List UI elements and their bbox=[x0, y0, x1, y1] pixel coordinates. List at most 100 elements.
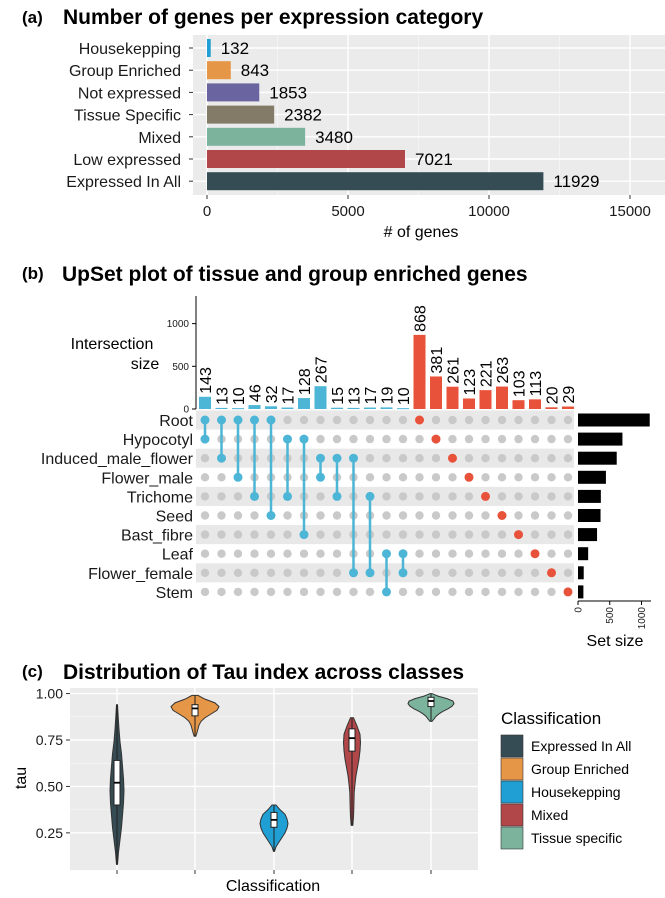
value-label-expressed-in-all: 11929 bbox=[553, 172, 599, 191]
matrix-dot-empty bbox=[233, 549, 243, 558]
matrix-dot-empty bbox=[217, 549, 226, 558]
set-size-bar-seed bbox=[578, 509, 601, 522]
set-size-tick-label: 0 bbox=[574, 607, 585, 613]
matrix-dot-empty bbox=[316, 530, 325, 539]
matrix-dot-empty bbox=[464, 530, 474, 539]
matrix-dot-empty bbox=[217, 511, 226, 520]
set-size-bar-flower-female bbox=[578, 566, 584, 580]
matrix-dot-empty bbox=[497, 568, 507, 577]
intersection-bar bbox=[281, 407, 294, 409]
set-size-bar-bast-fibre bbox=[578, 528, 598, 542]
matrix-dot-empty bbox=[283, 415, 292, 425]
matrix-dot-empty bbox=[316, 511, 325, 520]
intersection-size-label: 261 bbox=[446, 357, 463, 384]
matrix-dot-empty bbox=[332, 587, 342, 597]
matrix-dot-empty bbox=[563, 549, 573, 558]
matrix-dot-empty bbox=[448, 511, 457, 520]
panel-a-title: Number of genes per expression category bbox=[63, 6, 483, 29]
panel-c-ytick-label: 0.50 bbox=[36, 778, 63, 794]
legend-label-group-enriched: Group Enriched bbox=[531, 761, 629, 777]
matrix-dot-empty bbox=[448, 473, 457, 482]
matrix-dot-empty bbox=[398, 492, 408, 501]
matrix-dot-empty bbox=[448, 568, 457, 577]
matrix-dot-filled bbox=[497, 511, 507, 520]
bar-group-enriched bbox=[207, 61, 231, 80]
matrix-dot-empty bbox=[398, 415, 408, 425]
matrix-dot-empty bbox=[431, 415, 441, 425]
category-label-housekepping: Housekepping bbox=[79, 41, 181, 58]
matrix-dot-empty bbox=[332, 434, 342, 444]
intersection-bar bbox=[430, 376, 442, 409]
matrix-dot-filled bbox=[316, 472, 325, 482]
matrix-dot-empty bbox=[233, 511, 243, 520]
matrix-dot-filled bbox=[332, 491, 342, 501]
matrix-dot-filled bbox=[349, 453, 358, 463]
set-size-bar-leaf bbox=[578, 547, 589, 561]
legend-key-housekepping bbox=[500, 780, 524, 804]
matrix-dot-filled bbox=[547, 568, 556, 578]
matrix-dot-empty bbox=[200, 454, 210, 463]
matrix-dot-empty bbox=[233, 568, 243, 577]
matrix-dot-empty bbox=[464, 568, 474, 577]
matrix-dot-empty bbox=[547, 530, 556, 539]
legend-label-housekepping: Housekepping bbox=[531, 784, 621, 800]
matrix-dot-empty bbox=[266, 587, 276, 597]
intersection-size-label: 128 bbox=[297, 368, 314, 395]
matrix-dot-filled bbox=[283, 434, 292, 444]
bar-tissue-specific bbox=[207, 105, 275, 124]
intersection-size-label: 13 bbox=[215, 387, 232, 405]
matrix-dot-empty bbox=[415, 454, 424, 463]
panel-a-chart: 0 5000 10000 15000 Housekepping 132 Group Enri… bbox=[66, 35, 665, 220]
matrix-dot-empty bbox=[448, 549, 457, 558]
matrix-dot-filled bbox=[250, 415, 259, 425]
matrix-dot-empty bbox=[497, 454, 507, 463]
matrix-dot-empty bbox=[497, 415, 507, 425]
matrix-dot-empty bbox=[299, 587, 309, 597]
panel-c-chart: 0.25 0.50 0.75 1.00 Expressed In All Group En… bbox=[36, 686, 631, 874]
matrix-dot-empty bbox=[283, 530, 292, 539]
matrix-dot-empty bbox=[464, 492, 474, 501]
matrix-dot-empty bbox=[200, 492, 210, 501]
intersection-size-label: 103 bbox=[512, 370, 529, 397]
matrix-dot-empty bbox=[481, 568, 490, 577]
matrix-dot-empty bbox=[217, 473, 226, 482]
set-size-tick-label: 500 bbox=[605, 607, 616, 624]
matrix-dot-filled bbox=[365, 491, 375, 501]
panel-c-ytick-label: 1.00 bbox=[36, 686, 63, 702]
matrix-dot-empty bbox=[448, 587, 457, 597]
matrix-dot-empty bbox=[431, 549, 441, 558]
matrix-dot-empty bbox=[332, 568, 342, 577]
intersection-bar bbox=[248, 405, 261, 409]
intersection-size-label: 10 bbox=[396, 387, 413, 405]
matrix-dot-empty bbox=[547, 492, 556, 501]
matrix-dot-empty bbox=[514, 492, 523, 501]
matrix-dot-empty bbox=[547, 587, 556, 597]
matrix-dot-empty bbox=[464, 587, 474, 597]
matrix-dot-empty bbox=[316, 415, 325, 425]
set-label-flower-female: Flower_female bbox=[88, 566, 193, 583]
intersection-bar bbox=[446, 386, 459, 409]
matrix-dot-filled bbox=[431, 434, 441, 444]
matrix-dot-empty bbox=[464, 549, 474, 558]
matrix-dot-empty bbox=[398, 434, 408, 444]
matrix-dot-empty bbox=[415, 568, 424, 577]
matrix-dot-filled bbox=[530, 549, 540, 559]
matrix-dot-empty bbox=[398, 473, 408, 482]
bar-housekepping bbox=[207, 39, 211, 57]
panel-c-ytick-label: 0.25 bbox=[36, 825, 63, 841]
matrix-dot-empty bbox=[217, 587, 226, 597]
set-label-leaf: Leaf bbox=[162, 547, 194, 564]
matrix-dot-empty bbox=[514, 549, 523, 558]
intersection-size-label: 143 bbox=[198, 367, 215, 394]
matrix-dot-empty bbox=[514, 434, 523, 444]
set-size-bar-root bbox=[578, 413, 650, 427]
matrix-dot-empty bbox=[316, 587, 325, 597]
matrix-dot-empty bbox=[464, 511, 474, 520]
matrix-dot-empty bbox=[563, 511, 573, 520]
set-size-bar-induced-male-flower bbox=[578, 451, 617, 465]
matrix-dot-empty bbox=[514, 454, 523, 463]
matrix-dot-empty bbox=[382, 492, 391, 501]
matrix-dot-empty bbox=[563, 530, 573, 539]
matrix-dot-empty bbox=[481, 454, 490, 463]
